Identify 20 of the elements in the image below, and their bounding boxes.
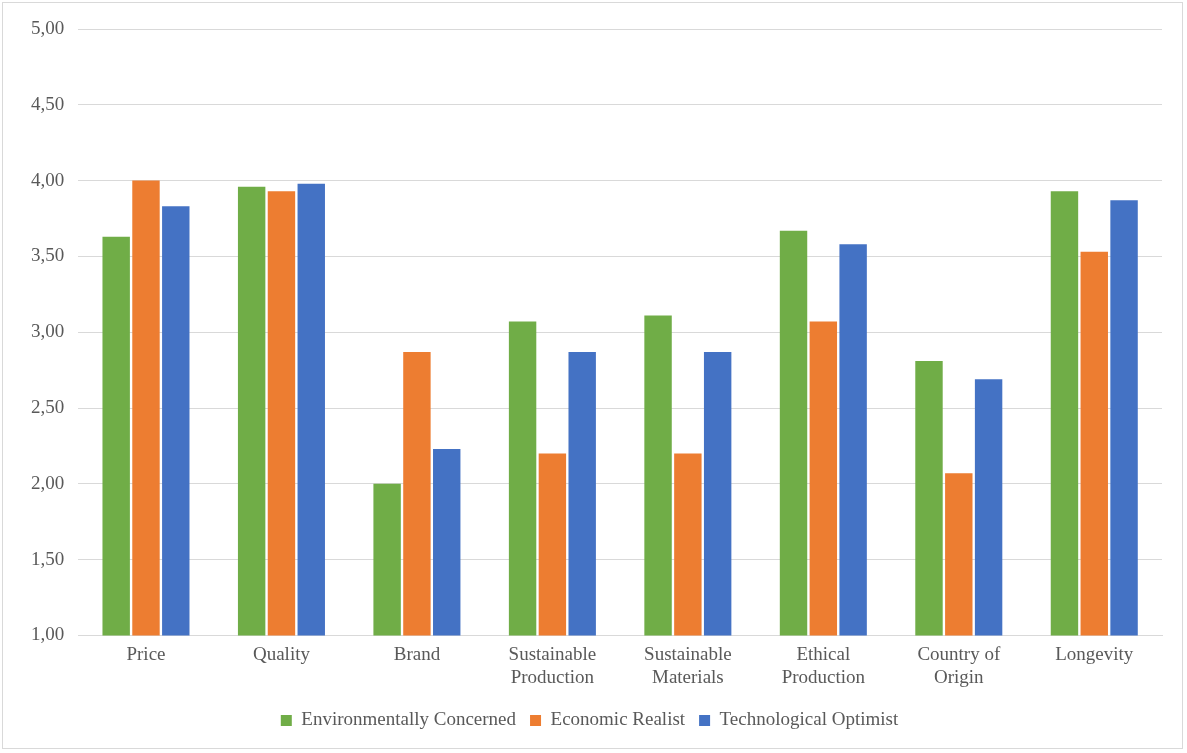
y-tick-label: 4,00 [31, 168, 65, 190]
y-tick-label: 3,50 [31, 244, 65, 266]
x-tick-label: Country of Origin [917, 642, 1001, 687]
x-tick-label: Price [126, 642, 166, 664]
legend-label: Economic Realist [550, 708, 686, 730]
x-tick-label: Ethical Production [781, 642, 866, 687]
x-tick-label: Sustainable Materials [644, 642, 732, 687]
x-tick-label: Sustainable Production [508, 642, 597, 687]
y-tick-label: 1,50 [31, 547, 65, 569]
y-tick-label: 2,00 [31, 471, 65, 493]
y-tick-label: 1,00 [31, 623, 65, 645]
legend-label: Technological Optimist [719, 708, 899, 730]
x-tick-label: Brand [393, 642, 441, 664]
y-tick-label: 5,00 [31, 16, 65, 38]
y-tick-label: 4,50 [31, 92, 65, 114]
y-tick-label: 3,00 [31, 320, 65, 342]
legend-label: Environmentally Concerned [301, 708, 517, 730]
x-tick-label: Quality [252, 642, 311, 664]
y-tick-label: 2,50 [31, 395, 65, 417]
x-tick-label: Longevity [1055, 642, 1134, 664]
